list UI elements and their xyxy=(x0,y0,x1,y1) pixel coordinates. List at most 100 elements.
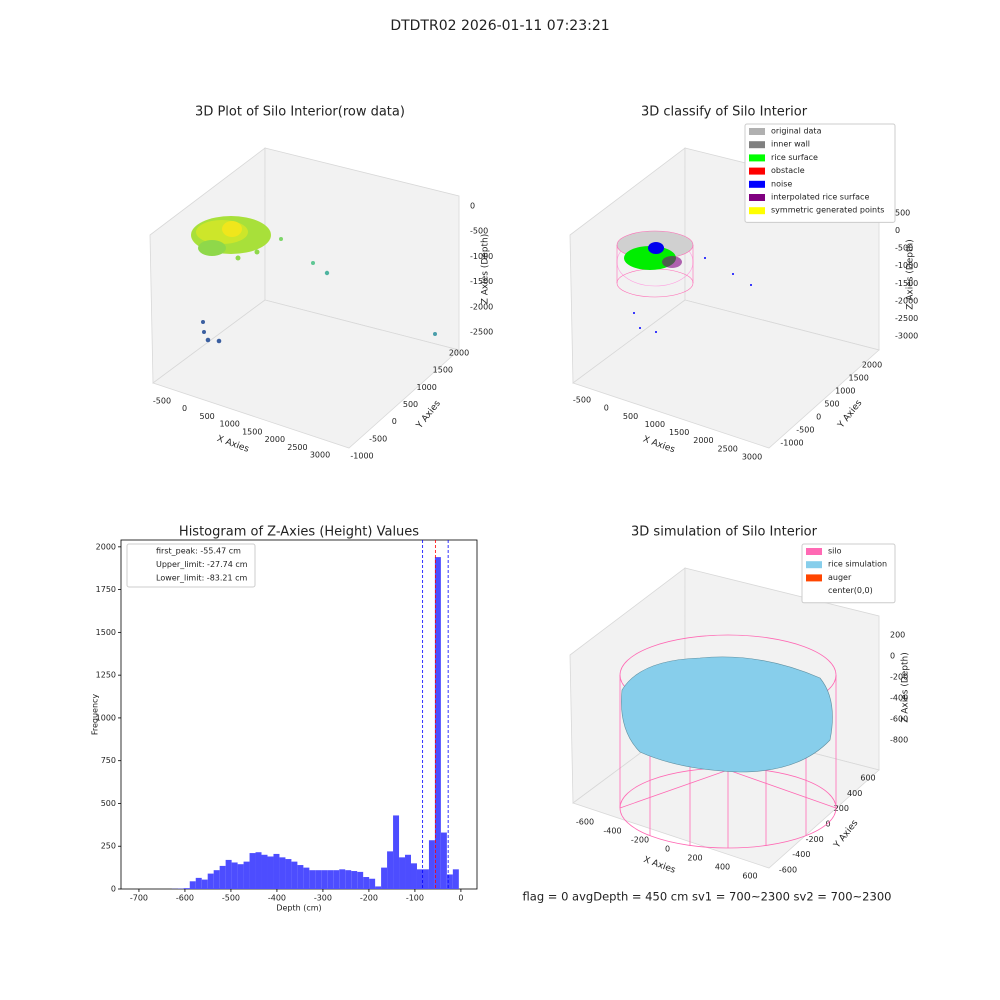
bar xyxy=(452,869,459,889)
bar xyxy=(249,853,256,889)
z-tick-label: -3000 xyxy=(895,332,918,341)
z-tick-label: -2500 xyxy=(895,314,918,323)
z-tick-label: -1500 xyxy=(895,279,918,288)
bar xyxy=(255,852,262,889)
bar xyxy=(309,870,316,889)
bar xyxy=(339,869,346,889)
y-tick-label: 1000 xyxy=(96,713,116,722)
y-tick-label: 0 xyxy=(816,413,821,422)
legend-swatch xyxy=(806,548,822,555)
y-tick-label: 2000 xyxy=(449,349,469,358)
bar xyxy=(273,853,280,889)
bar xyxy=(315,870,322,889)
y-axis-label: Y Axies xyxy=(836,398,865,431)
legend-label: center(0,0) xyxy=(828,586,873,595)
panel-title: 3D simulation of Silo Interior xyxy=(631,525,818,540)
bar xyxy=(416,869,423,889)
x-tick-label: -400 xyxy=(603,827,621,836)
legend-label: symmetric generated points xyxy=(771,206,884,215)
legend-swatch xyxy=(749,141,765,149)
y-axis-label: Y Axies xyxy=(414,399,443,432)
legend-label: first_peak: -55.47 cm xyxy=(156,547,241,556)
x-tick-label: -200 xyxy=(360,894,378,903)
bar xyxy=(321,870,328,889)
y-tick-label: -500 xyxy=(796,426,814,435)
legend-label: original data xyxy=(771,127,822,136)
bar xyxy=(387,851,394,889)
x-tick-label: 0 xyxy=(665,845,670,854)
legend-swatch xyxy=(806,587,822,595)
y-tick-label: 500 xyxy=(824,400,839,409)
bar xyxy=(243,861,250,889)
panel-title: Histogram of Z-Axies (Height) Values xyxy=(179,525,419,540)
z-tick-label: -2500 xyxy=(470,328,493,337)
x-tick-label: 2500 xyxy=(718,444,738,453)
legend-label: interpolated rice surface xyxy=(771,193,869,202)
classified-cloud xyxy=(616,230,752,333)
x-tick-label: 1000 xyxy=(220,420,240,429)
panel-title: 3D Plot of Silo Interior(row data) xyxy=(195,105,405,120)
point-cloud xyxy=(191,216,437,344)
bar xyxy=(195,877,202,889)
z-tick-label: 500 xyxy=(895,209,910,218)
bar xyxy=(422,869,429,889)
y-tick-label: -400 xyxy=(792,850,810,859)
bar xyxy=(333,870,340,889)
legend-swatch xyxy=(749,207,765,215)
y-tick-label: 1000 xyxy=(835,387,855,396)
z-tick-label: 0 xyxy=(890,652,895,661)
x-tick-label: 1500 xyxy=(669,428,689,437)
y-tick-label: 1750 xyxy=(96,585,116,594)
y-tick-label: 1500 xyxy=(96,628,116,637)
bar xyxy=(369,878,376,889)
legend-swatch xyxy=(749,180,765,188)
y-tick-label: -200 xyxy=(806,835,824,844)
x-tick-label: 600 xyxy=(742,872,757,881)
x-tick-label: 500 xyxy=(200,412,215,421)
z-tick-label: -200 xyxy=(890,673,908,682)
y-tick-label: 500 xyxy=(403,400,418,409)
bar xyxy=(213,870,220,889)
y-tick-label: -1000 xyxy=(350,452,373,461)
x-tick-label: 200 xyxy=(687,854,702,863)
bar xyxy=(405,854,411,889)
x-tick-label: -200 xyxy=(631,836,649,845)
legend-label: rice surface xyxy=(771,153,818,162)
legend-label: inner wall xyxy=(771,140,810,149)
bar xyxy=(440,832,447,889)
z-axis-label: Z Axies (Depth) xyxy=(481,234,491,305)
z-tick-label: -500 xyxy=(470,227,488,236)
x-tick-label: 500 xyxy=(623,412,638,421)
x-tick-label: -100 xyxy=(406,894,424,903)
legend-swatch xyxy=(806,574,822,582)
y-tick-label: 600 xyxy=(860,774,875,783)
bar xyxy=(207,873,214,889)
bar xyxy=(399,857,406,889)
x-tick-label: -300 xyxy=(314,894,332,903)
x-tick-label: 3000 xyxy=(310,451,330,460)
bar xyxy=(446,874,453,889)
y-axis-label: Y Axies xyxy=(832,818,861,851)
x-axis-label: X Axies xyxy=(641,435,676,456)
y-tick-label: 1500 xyxy=(433,366,453,375)
z-tick-label: -500 xyxy=(895,244,913,253)
legend-swatch xyxy=(749,154,765,162)
bar xyxy=(267,856,274,889)
legend-swatch xyxy=(749,128,765,135)
pane xyxy=(152,299,460,449)
x-tick-label: 1500 xyxy=(242,427,262,436)
x-tick-label: 0 xyxy=(604,404,609,413)
bar xyxy=(291,861,298,889)
y-tick-label: 1250 xyxy=(96,671,116,680)
bar xyxy=(303,867,310,889)
y-tick-label: 1000 xyxy=(416,383,436,392)
z-tick-label: -1000 xyxy=(470,252,493,261)
z-tick-label: 200 xyxy=(890,631,905,640)
y-tick-label: 0 xyxy=(392,417,397,426)
silo-surface xyxy=(619,634,837,849)
legend-label: Lower_limit: -83.21 cm xyxy=(156,574,248,583)
x-tick-label: -500 xyxy=(222,894,240,903)
bar xyxy=(285,859,292,889)
x-tick-label: 3000 xyxy=(742,453,762,462)
